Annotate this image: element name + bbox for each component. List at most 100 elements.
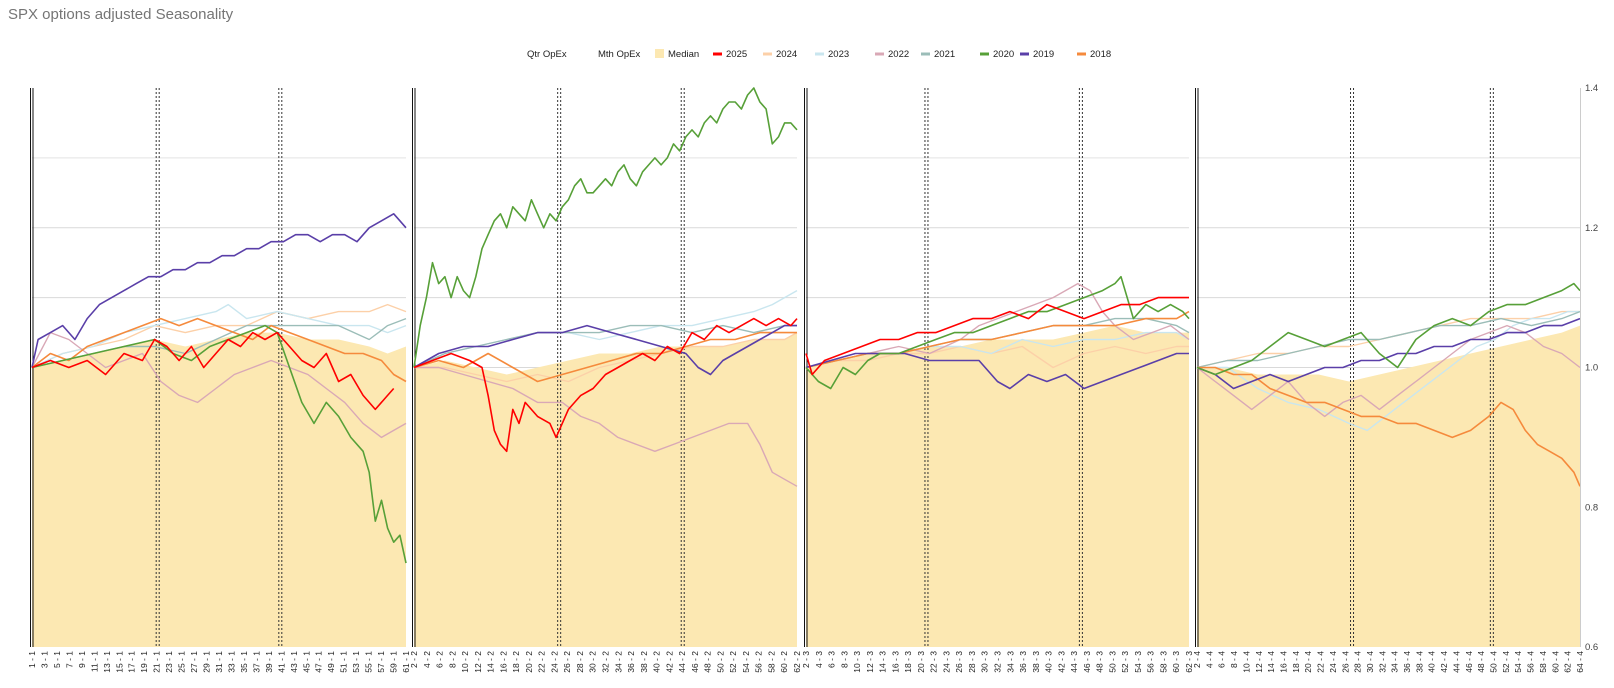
x-tick-label: 11 - 1 [89, 651, 99, 672]
legend-label-2020: 2020 [993, 49, 1014, 60]
median-area-q1 [32, 332, 406, 647]
series-2019-q4 [1196, 317, 1581, 390]
x-tick-label: 7 - 1 [64, 651, 74, 668]
x-tick-label: 61 - 1 [401, 651, 411, 673]
series-2018-q2 [413, 331, 797, 383]
series-2022-q2 [414, 366, 798, 487]
x-tick-label: 20 - 4 [1303, 651, 1313, 673]
x-tick-label: 36 - 2 [626, 651, 636, 673]
x-tick-label: 10 - 3 [852, 651, 862, 673]
x-tick-label: 36 - 3 [1018, 651, 1028, 673]
x-tick-label: 53 - 1 [351, 651, 361, 673]
x-tick-label: 37 - 1 [251, 651, 261, 673]
legend-swatch-median [655, 49, 664, 58]
y-tick-label: 0.8 [1585, 502, 1598, 513]
x-tick-label: 40 - 3 [1044, 651, 1054, 673]
x-tick-label: 26 - 3 [954, 651, 964, 673]
x-tick-label: 48 - 2 [703, 651, 713, 673]
series-2025-q2 [413, 317, 798, 453]
series-2021-q4 [1196, 310, 1581, 369]
x-tick-label: 44 - 4 [1452, 651, 1462, 673]
x-tick-label: 50 - 3 [1107, 651, 1117, 673]
x-tick-label: 32 - 4 [1377, 651, 1387, 673]
x-tick-label: 62 - 3 [1184, 651, 1194, 673]
legend-label-median: Median [668, 49, 699, 60]
chart-title: SPX options adjusted Seasonality [8, 6, 234, 23]
x-tick-label: 56 - 4 [1526, 651, 1536, 673]
x-tick-label: 30 - 3 [980, 651, 990, 673]
legend-label-2024: 2024 [776, 49, 797, 60]
x-tick-label: 56 - 2 [754, 651, 764, 673]
x-tick-label: 13 - 1 [102, 651, 112, 673]
x-tick-label: 8 - 3 [839, 651, 849, 668]
series-2025-q3 [805, 296, 1189, 376]
x-tick-label: 44 - 2 [677, 651, 687, 673]
x-tick-label: 41 - 1 [276, 651, 286, 673]
x-tick-label: 32 - 2 [601, 651, 611, 673]
x-tick-label: 20 - 2 [524, 651, 534, 673]
x-tick-label: 24 - 2 [549, 651, 559, 673]
legend-label-2021: 2021 [934, 49, 955, 60]
series-2024-q1 [31, 303, 407, 369]
x-tick-label: 38 - 2 [639, 651, 649, 673]
y-tick-label: 1.4 [1585, 83, 1598, 94]
x-tick-label: 5 - 1 [52, 651, 62, 668]
median-area-q4 [1197, 325, 1580, 647]
x-tick-label: 40 - 4 [1427, 651, 1437, 673]
x-tick-label: 54 - 4 [1513, 651, 1523, 673]
x-tick-label: 64 - 4 [1575, 651, 1585, 673]
series-2024-q3 [805, 345, 1189, 369]
x-tick-label: 56 - 3 [1146, 651, 1156, 673]
x-tick-label: 54 - 2 [741, 651, 751, 673]
x-tick-label: 52 - 4 [1501, 651, 1511, 673]
x-tick-label: 39 - 1 [264, 651, 274, 673]
x-tick-label: 34 - 4 [1390, 651, 1400, 673]
x-tick-label: 59 - 1 [389, 651, 399, 673]
x-tick-label: 14 - 4 [1266, 651, 1276, 673]
x-tick-label: 1 - 1 [27, 651, 37, 668]
x-tick-label: 44 - 3 [1069, 651, 1079, 673]
legend-label-2022: 2022 [888, 49, 909, 60]
x-tick-label: 52 - 2 [728, 651, 738, 673]
legend-label-qtr-opex: Qtr OpEx [527, 49, 567, 60]
x-tick-label: 9 - 1 [77, 651, 87, 668]
x-tick-label: 51 - 1 [339, 651, 349, 673]
x-tick-label: 45 - 1 [301, 651, 311, 673]
x-tick-label: 40 - 2 [652, 651, 662, 673]
y-axis: 0.6 0.8 1.0 1.2 1.4 [1585, 83, 1598, 653]
x-tick-label: 19 - 1 [139, 651, 149, 673]
x-tick-label: 15 - 1 [114, 651, 124, 673]
x-tick-label: 16 - 4 [1279, 651, 1289, 673]
x-tick-label: 38 - 4 [1414, 651, 1424, 673]
x-tick-label: 60 - 2 [779, 651, 789, 673]
x-tick-label: 36 - 4 [1402, 651, 1412, 673]
x-tick-label: 31 - 1 [214, 651, 224, 673]
x-tick-label: 23 - 1 [164, 651, 174, 673]
x-tick-label: 46 - 2 [690, 651, 700, 673]
x-tick-label: 8 - 4 [1229, 651, 1239, 668]
x-tick-label: 29 - 1 [202, 651, 212, 673]
median-area-q2 [414, 332, 797, 647]
x-tick-label: 18 - 3 [903, 651, 913, 673]
legend-label-mth-opex: Mth OpEx [598, 49, 640, 60]
x-tick-label: 42 - 2 [664, 651, 674, 673]
y-tick-label: 0.6 [1585, 642, 1598, 653]
x-tick-label: 18 - 4 [1291, 651, 1301, 673]
x-tick-label: 50 - 2 [715, 651, 725, 673]
x-tick-label: 48 - 3 [1095, 651, 1105, 673]
x-tick-label: 26 - 4 [1340, 651, 1350, 673]
series-2023-q4 [1197, 310, 1580, 432]
x-tick-label: 46 - 4 [1464, 651, 1474, 673]
x-tick-label: 54 - 3 [1133, 651, 1143, 673]
x-tick-label: 34 - 3 [1005, 651, 1015, 673]
x-tick-label: 27 - 1 [189, 651, 199, 673]
x-tick-label: 6 - 3 [827, 651, 837, 668]
x-tick-label: 6 - 2 [435, 651, 445, 668]
x-tick-label: 26 - 2 [562, 651, 572, 673]
x-tick-label: 10 - 2 [460, 651, 470, 673]
